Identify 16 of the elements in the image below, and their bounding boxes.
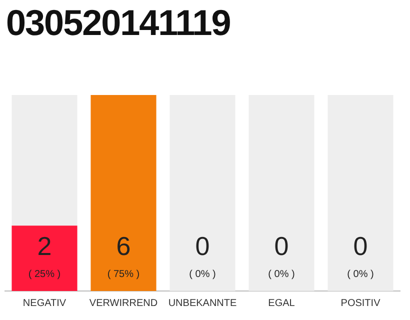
annotation: ( 0% ) bbox=[189, 268, 216, 280]
annotation: 0 bbox=[353, 231, 368, 262]
x-tick-label: EGAL bbox=[268, 298, 296, 309]
annotation: 0 bbox=[274, 231, 289, 262]
x-tick-label: NEGATIV bbox=[22, 298, 66, 309]
annotation: ( 25% ) bbox=[28, 268, 61, 280]
data-label: 6 bbox=[116, 231, 131, 262]
x-tick-label: VERWIRREND bbox=[89, 298, 158, 309]
x-tick-label: UNBEKANNTE bbox=[168, 298, 237, 309]
annotation: ( 0% ) bbox=[268, 268, 295, 280]
x-tick-label: POSITIV bbox=[340, 298, 381, 309]
annotation: 0 bbox=[195, 231, 210, 262]
annotation: ( 75% ) bbox=[107, 268, 140, 280]
data-label: 2 bbox=[37, 231, 52, 262]
chart-title: 030520141119 bbox=[6, 2, 230, 44]
annotation: ( 0% ) bbox=[347, 268, 374, 280]
